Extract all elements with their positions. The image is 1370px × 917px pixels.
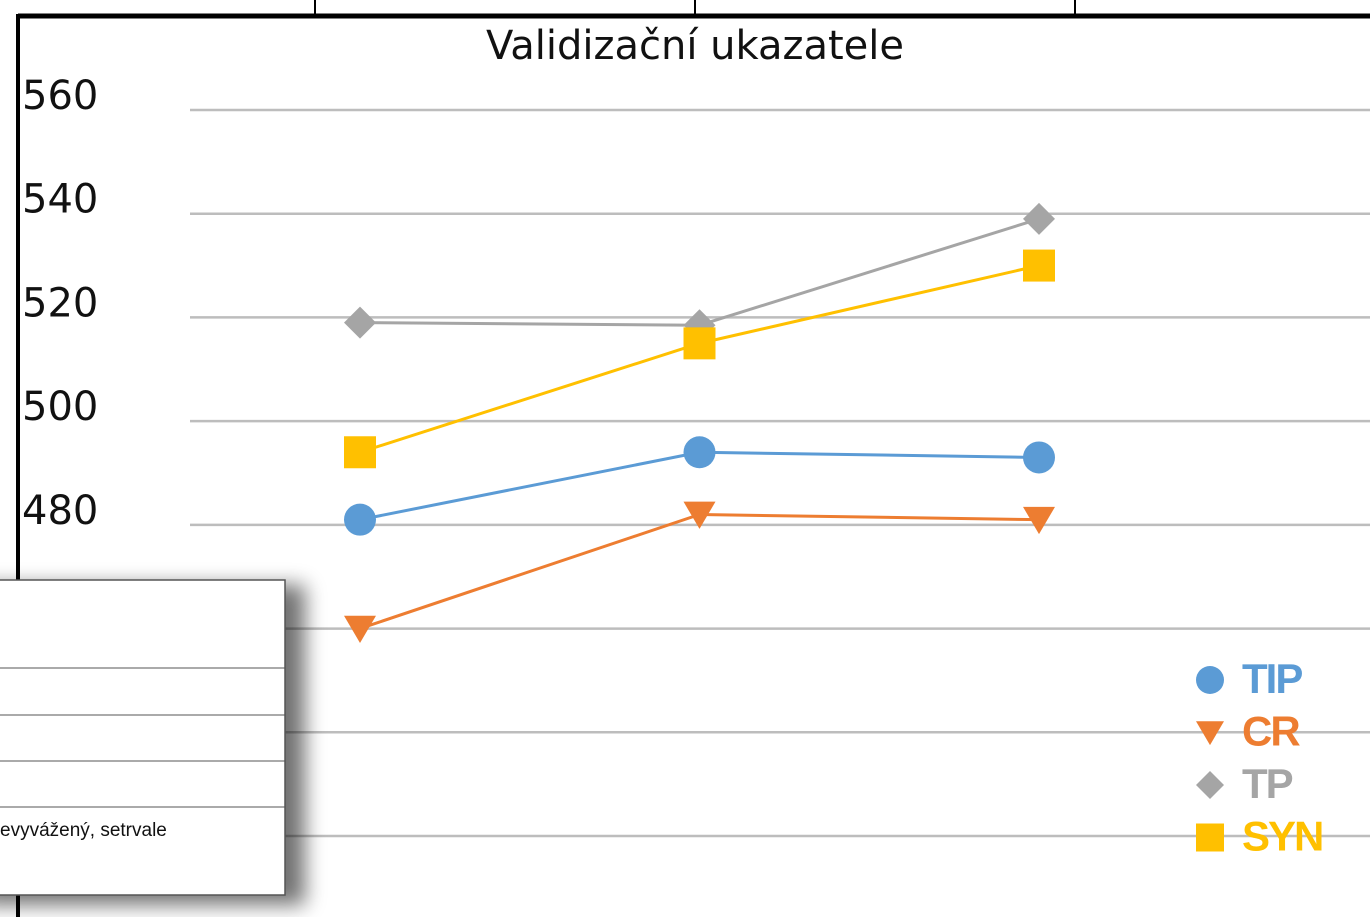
overlay: evyvážený, setrvale [0, 579, 305, 905]
y-tick-label: 500 [22, 384, 98, 430]
marker [1196, 823, 1224, 852]
table-cell: evyvážený, setrvale [0, 820, 167, 841]
marker [683, 501, 716, 529]
chart-title: Validizační ukazatele [486, 23, 904, 69]
y-tick-label: 560 [22, 73, 98, 119]
marker [1023, 441, 1055, 474]
overlay-table [0, 579, 286, 896]
marker [1196, 771, 1224, 799]
legend-label: SYN [1242, 813, 1322, 860]
legend-label: TIP [1242, 655, 1302, 702]
marker [344, 306, 376, 339]
marker [1023, 506, 1055, 535]
marker [1196, 721, 1224, 746]
marker [1023, 249, 1055, 282]
marker [344, 436, 376, 469]
y-tick-label: 540 [22, 177, 98, 223]
marker [683, 327, 716, 360]
marker [683, 436, 716, 469]
y-tick-label: 480 [22, 488, 98, 534]
marker [1196, 666, 1224, 694]
legend-label: CR [1242, 708, 1300, 755]
marker [344, 503, 376, 536]
marker [1023, 202, 1055, 235]
y-tick-label: 520 [22, 280, 98, 326]
marker [344, 615, 376, 643]
legend-label: TP [1242, 760, 1293, 807]
